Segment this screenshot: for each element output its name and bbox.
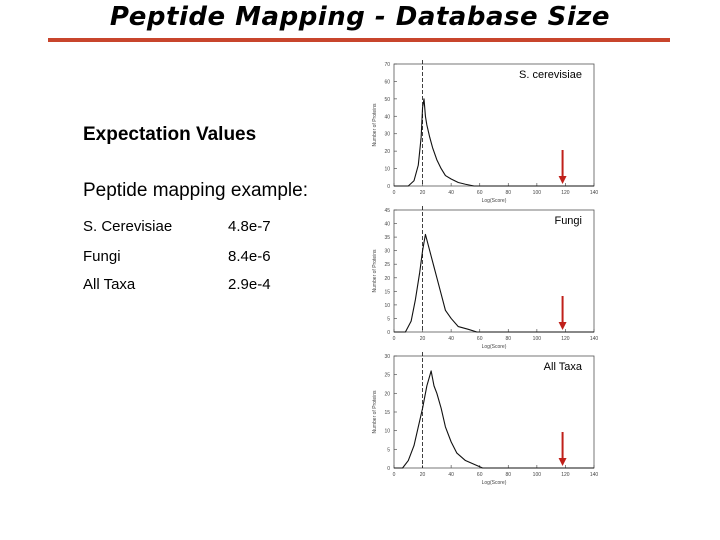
x-tick-label: 0 (393, 472, 396, 478)
y-axis-label: Number of Proteins (372, 249, 378, 293)
x-tick-label: 60 (477, 336, 483, 342)
x-tick-label: 40 (448, 472, 454, 478)
histogram-s-cerevisiae: 0 10 20 30 40 50 60 70 0 20 40 60 80 100 120 140 Log(Sco… (372, 60, 599, 204)
y-tick-label: 15 (384, 289, 390, 295)
x-tick-label: 140 (590, 190, 599, 196)
y-tick-label: 30 (384, 354, 390, 360)
y-tick-label: 15 (384, 410, 390, 416)
x-tick-label: 20 (420, 472, 426, 478)
score-arrow-head (558, 322, 567, 330)
x-axis-label: Log(Score) (482, 344, 507, 350)
taxon-name: Fungi (83, 248, 121, 265)
x-tick-label: 60 (477, 472, 483, 478)
y-tick-label: 0 (387, 466, 390, 472)
y-tick-label: 30 (384, 249, 390, 255)
y-tick-label: 35 (384, 235, 390, 241)
x-axis-label: Log(Score) (482, 480, 507, 486)
y-tick-label: 40 (384, 114, 390, 120)
y-tick-label: 50 (384, 97, 390, 103)
x-tick-label: 120 (561, 190, 570, 196)
y-tick-label: 20 (384, 276, 390, 282)
y-tick-label: 25 (384, 373, 390, 379)
title-underline (48, 38, 670, 42)
x-tick-label: 120 (561, 336, 570, 342)
expectation-value: 4.8e-7 (228, 218, 271, 235)
x-tick-label: 0 (393, 190, 396, 196)
x-tick-label: 80 (506, 190, 512, 196)
x-tick-label: 40 (448, 190, 454, 196)
plot-frame (393, 63, 595, 187)
panel-title: All Taxa (544, 361, 583, 373)
y-tick-label: 0 (387, 184, 390, 190)
x-tick-label: 20 (420, 190, 426, 196)
y-tick-label: 10 (384, 429, 390, 435)
y-tick-label: 25 (384, 262, 390, 268)
y-tick-label: 20 (384, 391, 390, 397)
expectation-values-heading: Expectation Values (83, 124, 257, 145)
x-tick-label: 80 (506, 336, 512, 342)
histogram-series (394, 370, 594, 469)
y-tick-label: 60 (384, 79, 390, 85)
x-tick-label: 20 (420, 336, 426, 342)
x-tick-label: 140 (590, 472, 599, 478)
taxon-name: S. Cerevisiae (83, 218, 173, 235)
y-tick-label: 10 (384, 303, 390, 309)
y-tick-label: 0 (387, 330, 390, 336)
y-tick-label: 20 (384, 149, 390, 155)
y-tick-label: 30 (384, 132, 390, 138)
table-row: Fungi 8.4e-6 (83, 248, 271, 265)
x-tick-label: 0 (393, 336, 396, 342)
table-row: S. Cerevisiae 4.8e-7 (83, 218, 271, 235)
x-tick-label: 60 (477, 190, 483, 196)
y-tick-label: 10 (384, 167, 390, 173)
x-tick-label: 40 (448, 336, 454, 342)
panel-title: S. cerevisiae (519, 69, 582, 81)
y-tick-label: 70 (384, 62, 390, 68)
y-axis-label: Number of Proteins (372, 103, 378, 147)
x-tick-label: 80 (506, 472, 512, 478)
score-arrow-head (558, 176, 567, 184)
x-axis-label: Log(Score) (482, 198, 507, 204)
x-tick-label: 100 (533, 472, 542, 478)
histogram-series (394, 98, 594, 187)
histogram-series (394, 233, 594, 333)
expectation-value: 2.9e-4 (228, 276, 271, 293)
x-tick-label: 140 (590, 336, 599, 342)
x-tick-label: 100 (533, 336, 542, 342)
table-row: All Taxa 2.9e-4 (83, 276, 271, 293)
y-tick-label: 40 (384, 222, 390, 228)
x-tick-label: 100 (533, 190, 542, 196)
histogram-fungi: 0 5 10 15 20 25 30 35 40 45 0 20 40 60 80 100 120 140 Log(… (372, 206, 599, 350)
score-arrow-head (558, 458, 567, 466)
taxon-name: All Taxa (83, 276, 136, 293)
y-tick-label: 5 (387, 316, 390, 322)
histogram-all-taxa: 0 5 10 15 20 25 30 0 20 40 60 80 100 120 140 Log(Score)… (372, 352, 599, 486)
x-tick-label: 120 (561, 472, 570, 478)
y-axis-label: Number of Proteins (372, 390, 378, 434)
slide-title: Peptide Mapping - Database Size (109, 2, 611, 32)
peptide-mapping-subheading: Peptide mapping example: (83, 180, 308, 201)
y-tick-label: 45 (384, 208, 390, 214)
y-tick-label: 5 (387, 447, 390, 453)
plot-frame (393, 209, 595, 333)
expectation-value: 8.4e-6 (228, 248, 271, 265)
panel-title: Fungi (554, 215, 582, 227)
